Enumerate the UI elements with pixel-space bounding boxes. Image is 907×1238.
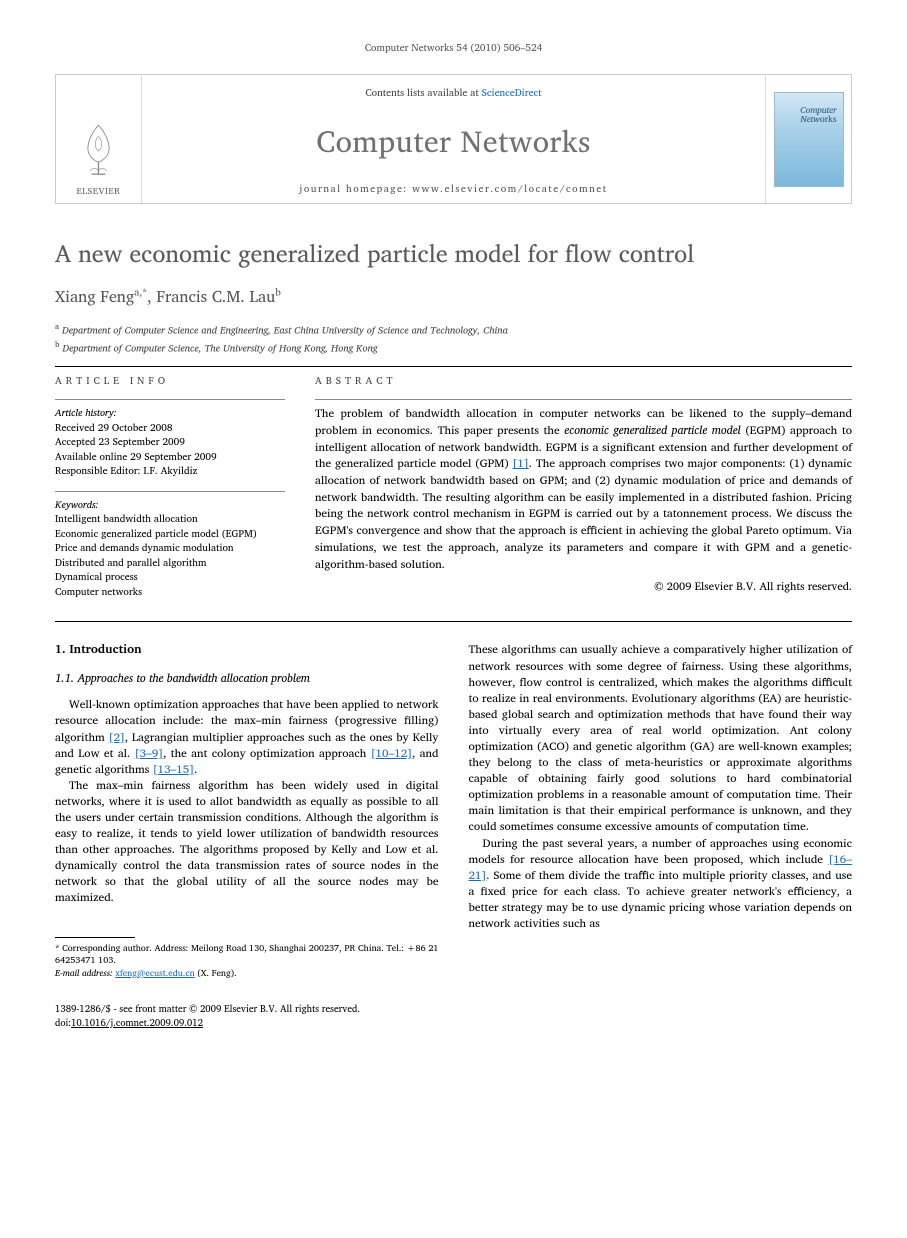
aff-a-sup: a xyxy=(55,319,59,333)
info-divider-1 xyxy=(55,399,285,400)
article-history-block: Article history: Received 29 October 200… xyxy=(55,406,285,479)
aff-b-text: Department of Computer Science, The Univ… xyxy=(62,340,377,356)
cover-title: Computer Networks xyxy=(800,105,836,123)
keyword-3: Price and demands dynamic modulation xyxy=(55,541,285,556)
corresponding-author-note: * Corresponding author. Address: Meilong… xyxy=(55,942,439,967)
p4-seg-a: During the past several years, a number … xyxy=(469,834,853,869)
doi-link[interactable]: 10.1016/j.comnet.2009.09.012 xyxy=(71,1016,203,1031)
abstract-copyright: © 2009 Elsevier B.V. All rights reserved… xyxy=(315,577,852,595)
affiliation-a: a Department of Computer Science and Eng… xyxy=(55,320,852,338)
responsible-editor: Responsible Editor: I.F. Akyildiz xyxy=(55,464,285,479)
doi-label: doi: xyxy=(55,1016,71,1031)
author-1: Xiang Feng xyxy=(55,284,134,310)
abstract-text: The problem of bandwidth allocation in c… xyxy=(315,406,852,573)
journal-homepage-line: journal homepage: www.elsevier.com/locat… xyxy=(299,181,607,197)
body-columns: 1. Introduction 1.1. Approaches to the b… xyxy=(55,642,852,979)
sciencedirect-link[interactable]: ScienceDirect xyxy=(482,85,542,101)
email-line: E-mail address: xfeng@ecust.edu.cn (X. F… xyxy=(55,967,439,980)
keyword-4: Distributed and parallel algorithm xyxy=(55,556,285,571)
paragraph-1: Well-known optimization approaches that … xyxy=(55,697,439,777)
divider-bottom xyxy=(55,621,852,622)
author-2: Francis C.M. Lau xyxy=(156,284,275,310)
keyword-5: Dynamical process xyxy=(55,570,285,585)
body-column-right: These algorithms can usually achieve a c… xyxy=(469,642,853,979)
divider-top xyxy=(55,366,852,367)
contents-available-line: Contents lists available at ScienceDirec… xyxy=(365,85,541,101)
cover-word-3: orks xyxy=(820,111,837,126)
doi-line: doi:10.1016/j.comnet.2009.09.012 xyxy=(55,1017,852,1030)
ref-10-12[interactable]: [10–12] xyxy=(371,744,412,763)
journal-banner: ELSEVIER Contents lists available at Sci… xyxy=(55,74,852,204)
abs-seg-3: . The approach comprises two major compo… xyxy=(315,454,852,573)
history-received: Received 29 October 2008 xyxy=(55,421,285,436)
aff-a-text: Department of Computer Science and Engin… xyxy=(62,322,508,338)
info-divider-2 xyxy=(55,491,285,492)
running-header: Computer Networks 54 (2010) 506–524 xyxy=(55,40,852,56)
keywords-head: Keywords: xyxy=(55,498,285,513)
publisher-name: ELSEVIER xyxy=(76,183,120,198)
abstract-divider xyxy=(315,399,852,400)
email-label: E-mail address: xyxy=(55,965,113,980)
cover-word-2: Netw xyxy=(800,111,819,126)
elsevier-logo-icon xyxy=(71,121,126,181)
affiliation-b: b Department of Computer Science, The Un… xyxy=(55,338,852,356)
journal-name: Computer Networks xyxy=(316,117,590,166)
section-1-heading: 1. Introduction xyxy=(55,642,439,659)
paragraph-3: These algorithms can usually achieve a c… xyxy=(469,642,853,835)
aff-b-sup: b xyxy=(55,337,59,351)
journal-cover-thumbnail: Computer Networks xyxy=(774,92,844,187)
info-abstract-row: ARTICLE INFO Article history: Received 2… xyxy=(55,373,852,611)
publisher-block: ELSEVIER xyxy=(56,75,141,203)
homepage-prefix: journal homepage: xyxy=(299,181,412,197)
banner-right: Computer Networks xyxy=(766,75,851,203)
section-1-1-heading: 1.1. Approaches to the bandwidth allocat… xyxy=(55,671,439,687)
footnotes: * Corresponding author. Address: Meilong… xyxy=(55,942,439,980)
p4-seg-b: . Some of them divide the traffic into m… xyxy=(469,866,853,933)
history-online: Available online 29 September 2009 xyxy=(55,450,285,465)
homepage-url: www.elsevier.com/locate/comnet xyxy=(412,181,607,197)
article-title: A new economic generalized particle mode… xyxy=(55,239,852,268)
paragraph-4: During the past several years, a number … xyxy=(469,836,853,933)
keywords-block: Keywords: Intelligent bandwidth allocati… xyxy=(55,498,285,600)
affiliations: a Department of Computer Science and Eng… xyxy=(55,320,852,357)
author-2-sup: b xyxy=(275,284,281,300)
keyword-2: Economic generalized particle model (EGP… xyxy=(55,527,285,542)
author-1-sup: a,* xyxy=(134,284,147,300)
keyword-6: Computer networks xyxy=(55,585,285,600)
authors-line: Xiang Fenga,*, Francis C.M. Laub xyxy=(55,284,852,310)
paragraph-2: The max–min fairness algorithm has been … xyxy=(55,778,439,907)
page-footer: 1389-1286/$ - see front matter © 2009 El… xyxy=(55,1003,852,1030)
email-who: (X. Feng). xyxy=(197,965,236,980)
footnote-rule xyxy=(55,937,135,938)
article-info-label: ARTICLE INFO xyxy=(55,373,285,389)
banner-center: Contents lists available at ScienceDirec… xyxy=(141,75,766,203)
abstract-column: ABSTRACT The problem of bandwidth alloca… xyxy=(315,373,852,611)
keyword-1: Intelligent bandwidth allocation xyxy=(55,512,285,527)
history-head: Article history: xyxy=(55,406,285,421)
article-info-column: ARTICLE INFO Article history: Received 2… xyxy=(55,373,285,611)
history-accepted: Accepted 23 September 2009 xyxy=(55,435,285,450)
contents-prefix: Contents lists available at xyxy=(365,85,481,101)
author-email-link[interactable]: xfeng@ecust.edu.cn xyxy=(115,965,195,980)
abstract-label: ABSTRACT xyxy=(315,373,852,389)
issn-copyright-line: 1389-1286/$ - see front matter © 2009 El… xyxy=(55,1003,852,1016)
body-column-left: 1. Introduction 1.1. Approaches to the b… xyxy=(55,642,439,979)
